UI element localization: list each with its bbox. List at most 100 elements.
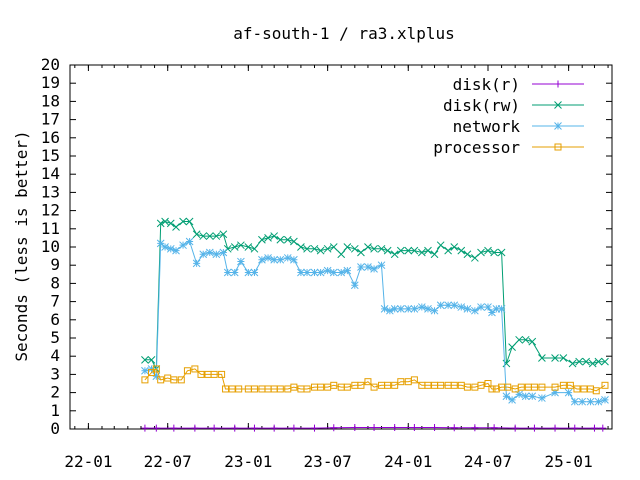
data-point [147,355,156,364]
y-tick-label: 4 [50,346,60,365]
data-point [141,376,149,384]
data-point [343,266,352,275]
y-tick-label: 3 [50,364,60,383]
data-point [471,424,479,432]
series-processor [141,365,609,395]
data-point [297,268,305,277]
data-point [588,359,597,368]
data-point [396,305,405,313]
data-point [250,424,258,432]
data-point [237,257,245,266]
plot-area [141,217,609,432]
y-tick-label: 10 [41,237,60,256]
data-point [270,424,278,432]
data-point [450,381,458,389]
data-point [330,424,338,432]
data-point [404,305,413,313]
plot-border [69,64,613,430]
data-point [457,303,466,311]
data-point [219,230,228,239]
data-point [515,335,523,344]
data-point [515,390,523,399]
data-point [364,243,372,251]
data-point [370,244,378,253]
data-point [350,281,359,290]
data-point [521,335,530,344]
legend-marker [554,122,562,130]
data-point [370,383,378,391]
data-point [538,354,546,362]
data-point [391,381,399,389]
y-axis-label: Seconds (less is better) [12,130,31,361]
legend-marker [554,101,562,109]
data-point [235,385,243,393]
series-disk(rw) [141,217,609,373]
data-point [210,370,218,378]
data-point [191,424,199,432]
x-tick-label: 22-01 [64,452,112,471]
data-point [575,357,583,366]
data-point [310,424,318,432]
data-point [410,246,419,255]
data-point [463,383,471,391]
data-point [417,248,426,257]
y-tick-label: 18 [41,91,60,110]
data-point [270,255,279,264]
data-point [457,246,466,255]
data-point [297,243,305,251]
data-point [559,381,567,389]
data-point [530,424,538,432]
y-tick-label: 7 [50,292,60,311]
legend-marker [554,80,562,88]
data-point [152,424,160,432]
data-point [264,254,272,262]
data-point [386,306,394,315]
data-point [179,217,187,226]
data-point [303,268,311,277]
data-point [477,303,485,311]
data-point [377,244,386,253]
data-point [580,385,588,393]
data-point [141,366,149,375]
y-tick-label: 14 [41,164,60,183]
data-point [218,370,226,378]
data-point [497,305,506,313]
data-point [166,244,175,253]
data-point [508,396,516,404]
y-tick-label: 19 [41,73,60,92]
data-point [310,268,319,277]
x-tick-label: 23-07 [304,452,352,471]
data-point [530,383,538,391]
data-point [594,397,603,406]
y-tick-label: 13 [41,182,60,201]
data-point [212,232,221,240]
data-point [370,264,378,273]
data-point [310,244,319,253]
data-point [517,383,525,391]
data-point [351,424,359,432]
data-point [152,365,160,373]
data-point [410,424,418,432]
data-point [337,268,346,277]
data-point [601,396,609,404]
data-point [185,217,194,226]
x-tick-label: 24-01 [384,452,432,471]
data-point [390,250,399,259]
y-tick-label: 1 [50,401,60,420]
data-point [185,237,194,246]
data-point [559,354,568,362]
data-point [484,246,492,255]
data-point [329,268,338,277]
legend-label: disk(rw) [443,96,520,115]
data-point [571,424,579,432]
data-point [191,365,199,373]
legend-label: processor [433,138,520,157]
data-point [290,255,298,264]
data-point [431,424,439,432]
legend-marker [554,143,562,151]
data-point [329,243,338,251]
data-point [330,381,338,389]
data-point [343,383,351,391]
data-point [551,383,559,391]
data-point [463,305,472,313]
